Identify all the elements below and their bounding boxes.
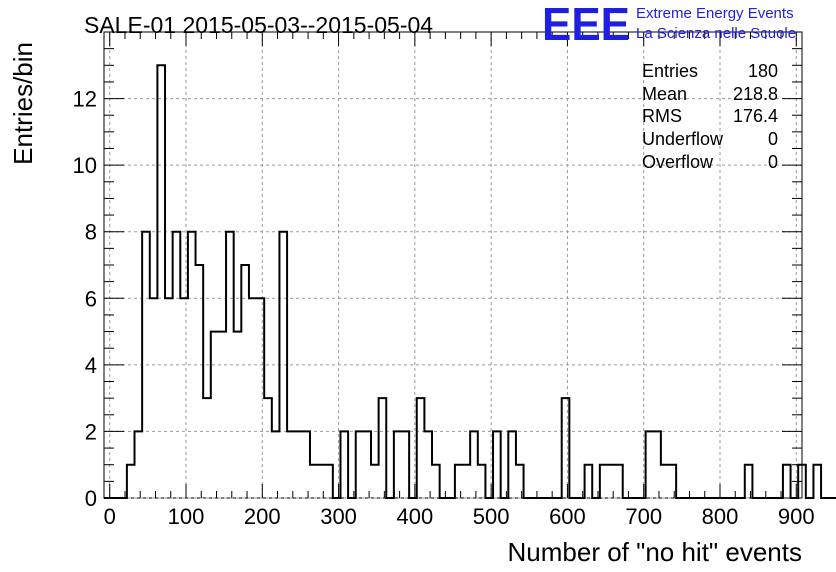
stats-overflow-label: Overflow	[642, 152, 714, 172]
stats-underflow-label: Underflow	[642, 129, 724, 149]
x-tick-label: 400	[396, 504, 433, 529]
x-axis-label: Number of "no hit" events	[508, 537, 803, 567]
histogram-bin	[272, 431, 280, 498]
histogram-bin	[211, 332, 219, 498]
histogram-bin	[424, 431, 432, 498]
y-tick-label: 8	[85, 220, 97, 245]
histogram-bin	[562, 398, 570, 498]
x-tick-label: 600	[549, 504, 586, 529]
y-tick-label: 6	[85, 286, 97, 311]
histogram-bin	[417, 398, 425, 498]
histogram-bin	[745, 465, 753, 498]
y-tick-label: 4	[85, 353, 97, 378]
histogram-bin	[157, 65, 165, 498]
histogram-bin	[325, 465, 333, 498]
histogram-bin	[508, 431, 516, 498]
y-tick-label: 12	[73, 87, 97, 112]
stats-rms-label: RMS	[642, 106, 682, 126]
logo-eee-text: EEE	[542, 0, 630, 50]
logo-line-1: Extreme Energy Events	[636, 5, 794, 22]
y-tick-label: 2	[85, 419, 97, 444]
histogram-bin	[295, 431, 303, 498]
stats-rms-value: 176.4	[733, 106, 778, 126]
histogram-bin	[402, 431, 410, 498]
histogram-bin	[241, 265, 249, 498]
histogram-bin	[493, 431, 501, 498]
eee-logo: EEE Extreme Energy Events La Scienza nel…	[542, 0, 796, 50]
stats-overflow-value: 0	[768, 152, 778, 172]
histogram-bin	[653, 431, 661, 498]
histogram-bin	[783, 465, 791, 498]
plot-frame	[103, 31, 803, 499]
histogram-bin	[379, 398, 387, 498]
histogram-bin	[180, 298, 188, 498]
histogram-bin	[646, 431, 654, 498]
stats-mean-label: Mean	[642, 84, 687, 104]
histogram-bin	[432, 465, 440, 498]
y-tick-label: 0	[85, 486, 97, 511]
histogram-bin	[264, 398, 272, 498]
histogram-bin	[127, 465, 135, 498]
stats-entries-label: Entries	[642, 61, 698, 81]
histogram-bin	[257, 298, 265, 498]
histogram-outline	[104, 64, 836, 499]
y-axis-label: Entries/bin	[8, 42, 38, 165]
histogram-bin	[150, 298, 158, 498]
x-tick-label: 300	[320, 504, 357, 529]
histogram-bin	[302, 431, 310, 498]
x-tick-label: 100	[168, 504, 205, 529]
logo-line-2: La Scienza nelle Scuole	[636, 25, 796, 42]
histogram-bin	[287, 431, 295, 498]
tick-labels: 0 100 200 300 400 500 600 700 800 900 0 2 4 6 8 10 12	[73, 87, 815, 529]
histogram-bin	[585, 465, 593, 498]
histogram-bin	[371, 465, 379, 498]
histogram-bin	[470, 431, 478, 498]
histogram-bin	[310, 465, 318, 498]
stats-mean-value: 218.8	[733, 84, 778, 104]
x-tick-label: 800	[702, 504, 739, 529]
histogram-bin	[661, 465, 669, 498]
stats-underflow-value: 0	[768, 129, 778, 149]
histogram-bin	[249, 298, 257, 498]
histogram-bin	[394, 431, 402, 498]
y-tick-label: 10	[73, 153, 97, 178]
histogram-bin	[203, 398, 211, 498]
histogram-bin	[318, 465, 326, 498]
histogram-bin	[455, 465, 463, 498]
histogram-bin	[478, 465, 486, 498]
histogram-bin	[196, 265, 204, 498]
histogram-bin	[516, 465, 524, 498]
axis-ticks	[104, 32, 802, 499]
histogram-bin	[340, 431, 348, 498]
histogram-bin	[813, 465, 821, 498]
histogram-bin	[600, 465, 608, 498]
x-tick-label: 900	[778, 504, 815, 529]
histogram-bin	[669, 465, 677, 498]
histogram-bin	[218, 332, 226, 498]
histogram-bin	[356, 431, 364, 498]
histogram-bin	[234, 332, 242, 498]
stats-entries-value: 180	[748, 61, 778, 81]
histogram-bin	[607, 465, 615, 498]
x-tick-label: 700	[625, 504, 662, 529]
histogram-bin	[135, 431, 143, 498]
histogram-bin	[615, 465, 623, 498]
stats-box: Entries 180 Mean 218.8 RMS 176.4 Underfl…	[642, 61, 778, 172]
histogram-bin	[363, 431, 371, 498]
grid	[104, 32, 802, 499]
x-tick-label: 200	[244, 504, 281, 529]
histogram-bin	[165, 298, 173, 498]
x-tick-label: 500	[473, 504, 510, 529]
x-tick-label: 0	[104, 504, 116, 529]
histogram-bin	[463, 465, 471, 498]
chart-title: SALE-01 2015-05-03--2015-05-04	[84, 12, 433, 38]
